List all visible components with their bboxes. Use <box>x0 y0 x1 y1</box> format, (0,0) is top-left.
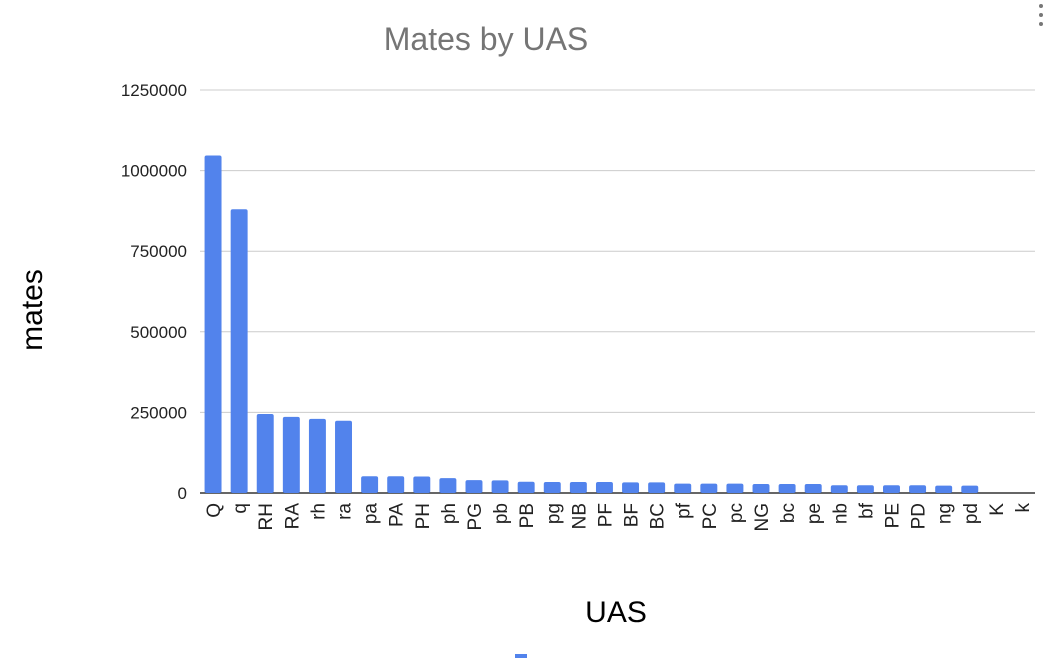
x-tick-label: PF <box>595 503 616 527</box>
x-tick-label: PD <box>909 503 930 529</box>
bar-PB <box>517 481 535 493</box>
x-tick-label: pd <box>961 503 982 524</box>
bar-nb <box>830 485 848 493</box>
bar-pe <box>804 483 822 493</box>
bar-pg <box>543 482 561 493</box>
bar-NB <box>569 482 587 493</box>
bar-NG <box>752 483 770 493</box>
x-tick-label: pc <box>726 503 747 523</box>
x-tick-label: PG <box>465 503 486 530</box>
x-tick-label: q <box>230 503 251 514</box>
y-tick-label: 250000 <box>130 403 187 422</box>
x-tick-label: RA <box>282 503 303 530</box>
bar-PG <box>465 480 483 493</box>
x-tick-label: ng <box>935 503 956 524</box>
x-tick-label: PA <box>387 503 408 527</box>
x-tick-label: k <box>1013 503 1034 513</box>
bar-RA <box>282 416 300 493</box>
y-tick-label: 1250000 <box>121 81 187 100</box>
y-tick-label: 750000 <box>130 242 187 261</box>
x-tick-label: pf <box>674 502 695 519</box>
bar-rh <box>308 418 326 493</box>
bar-pb <box>491 480 509 493</box>
x-tick-label: PH <box>413 503 434 529</box>
bar-RH <box>256 414 274 493</box>
x-tick-label: ra <box>335 503 356 520</box>
x-tick-label: K <box>987 503 1008 516</box>
x-tick-label: NG <box>752 503 773 532</box>
x-tick-label: rh <box>308 503 329 520</box>
bar-q <box>230 209 248 493</box>
x-tick-label: pb <box>491 503 512 524</box>
more-vert-icon[interactable] <box>1036 4 1046 34</box>
bar-pd <box>961 485 979 493</box>
bar-ph <box>439 478 457 493</box>
bar-Q <box>204 155 222 493</box>
bar-ng <box>935 485 953 493</box>
x-tick-label: NB <box>569 503 590 529</box>
x-tick-label: pg <box>543 503 564 524</box>
x-tick-label: BC <box>648 503 669 529</box>
x-tick-label: bf <box>856 502 877 519</box>
x-tick-label: nb <box>830 503 851 524</box>
bar-PC <box>700 483 718 493</box>
bar-PF <box>595 482 613 493</box>
bar-PE <box>883 485 900 493</box>
bar-BC <box>648 482 666 493</box>
x-tick-label: pe <box>804 503 825 524</box>
x-tick-label: pa <box>361 503 382 525</box>
chart-title: Mates by UAS <box>384 21 589 57</box>
bar-bf <box>856 485 874 493</box>
y-tick-label: 500000 <box>130 323 187 342</box>
bar-PA <box>387 476 405 493</box>
bar-pf <box>674 483 692 493</box>
y-tick-label: 0 <box>178 484 187 503</box>
bar-ra <box>335 420 352 493</box>
x-tick-label: bc <box>778 503 799 523</box>
x-tick-label: RH <box>256 503 277 530</box>
bar-BF <box>622 482 640 493</box>
bar-bc <box>778 483 796 493</box>
y-axis-label: mates <box>16 269 49 351</box>
bar-PH <box>413 476 431 493</box>
x-axis-label: UAS <box>585 596 647 629</box>
x-tick-label: PC <box>700 503 721 529</box>
bar-PD <box>909 485 927 493</box>
y-tick-label: 1000000 <box>121 162 187 181</box>
x-tick-label: ph <box>439 503 460 524</box>
x-tick-label: Q <box>204 503 225 518</box>
x-tick-label: PE <box>882 503 903 528</box>
x-tick-label: BF <box>622 503 643 527</box>
x-tick-label: PB <box>517 503 538 528</box>
bar-pc <box>726 483 744 493</box>
bar-pa <box>361 476 379 493</box>
legend-marker <box>515 654 527 658</box>
